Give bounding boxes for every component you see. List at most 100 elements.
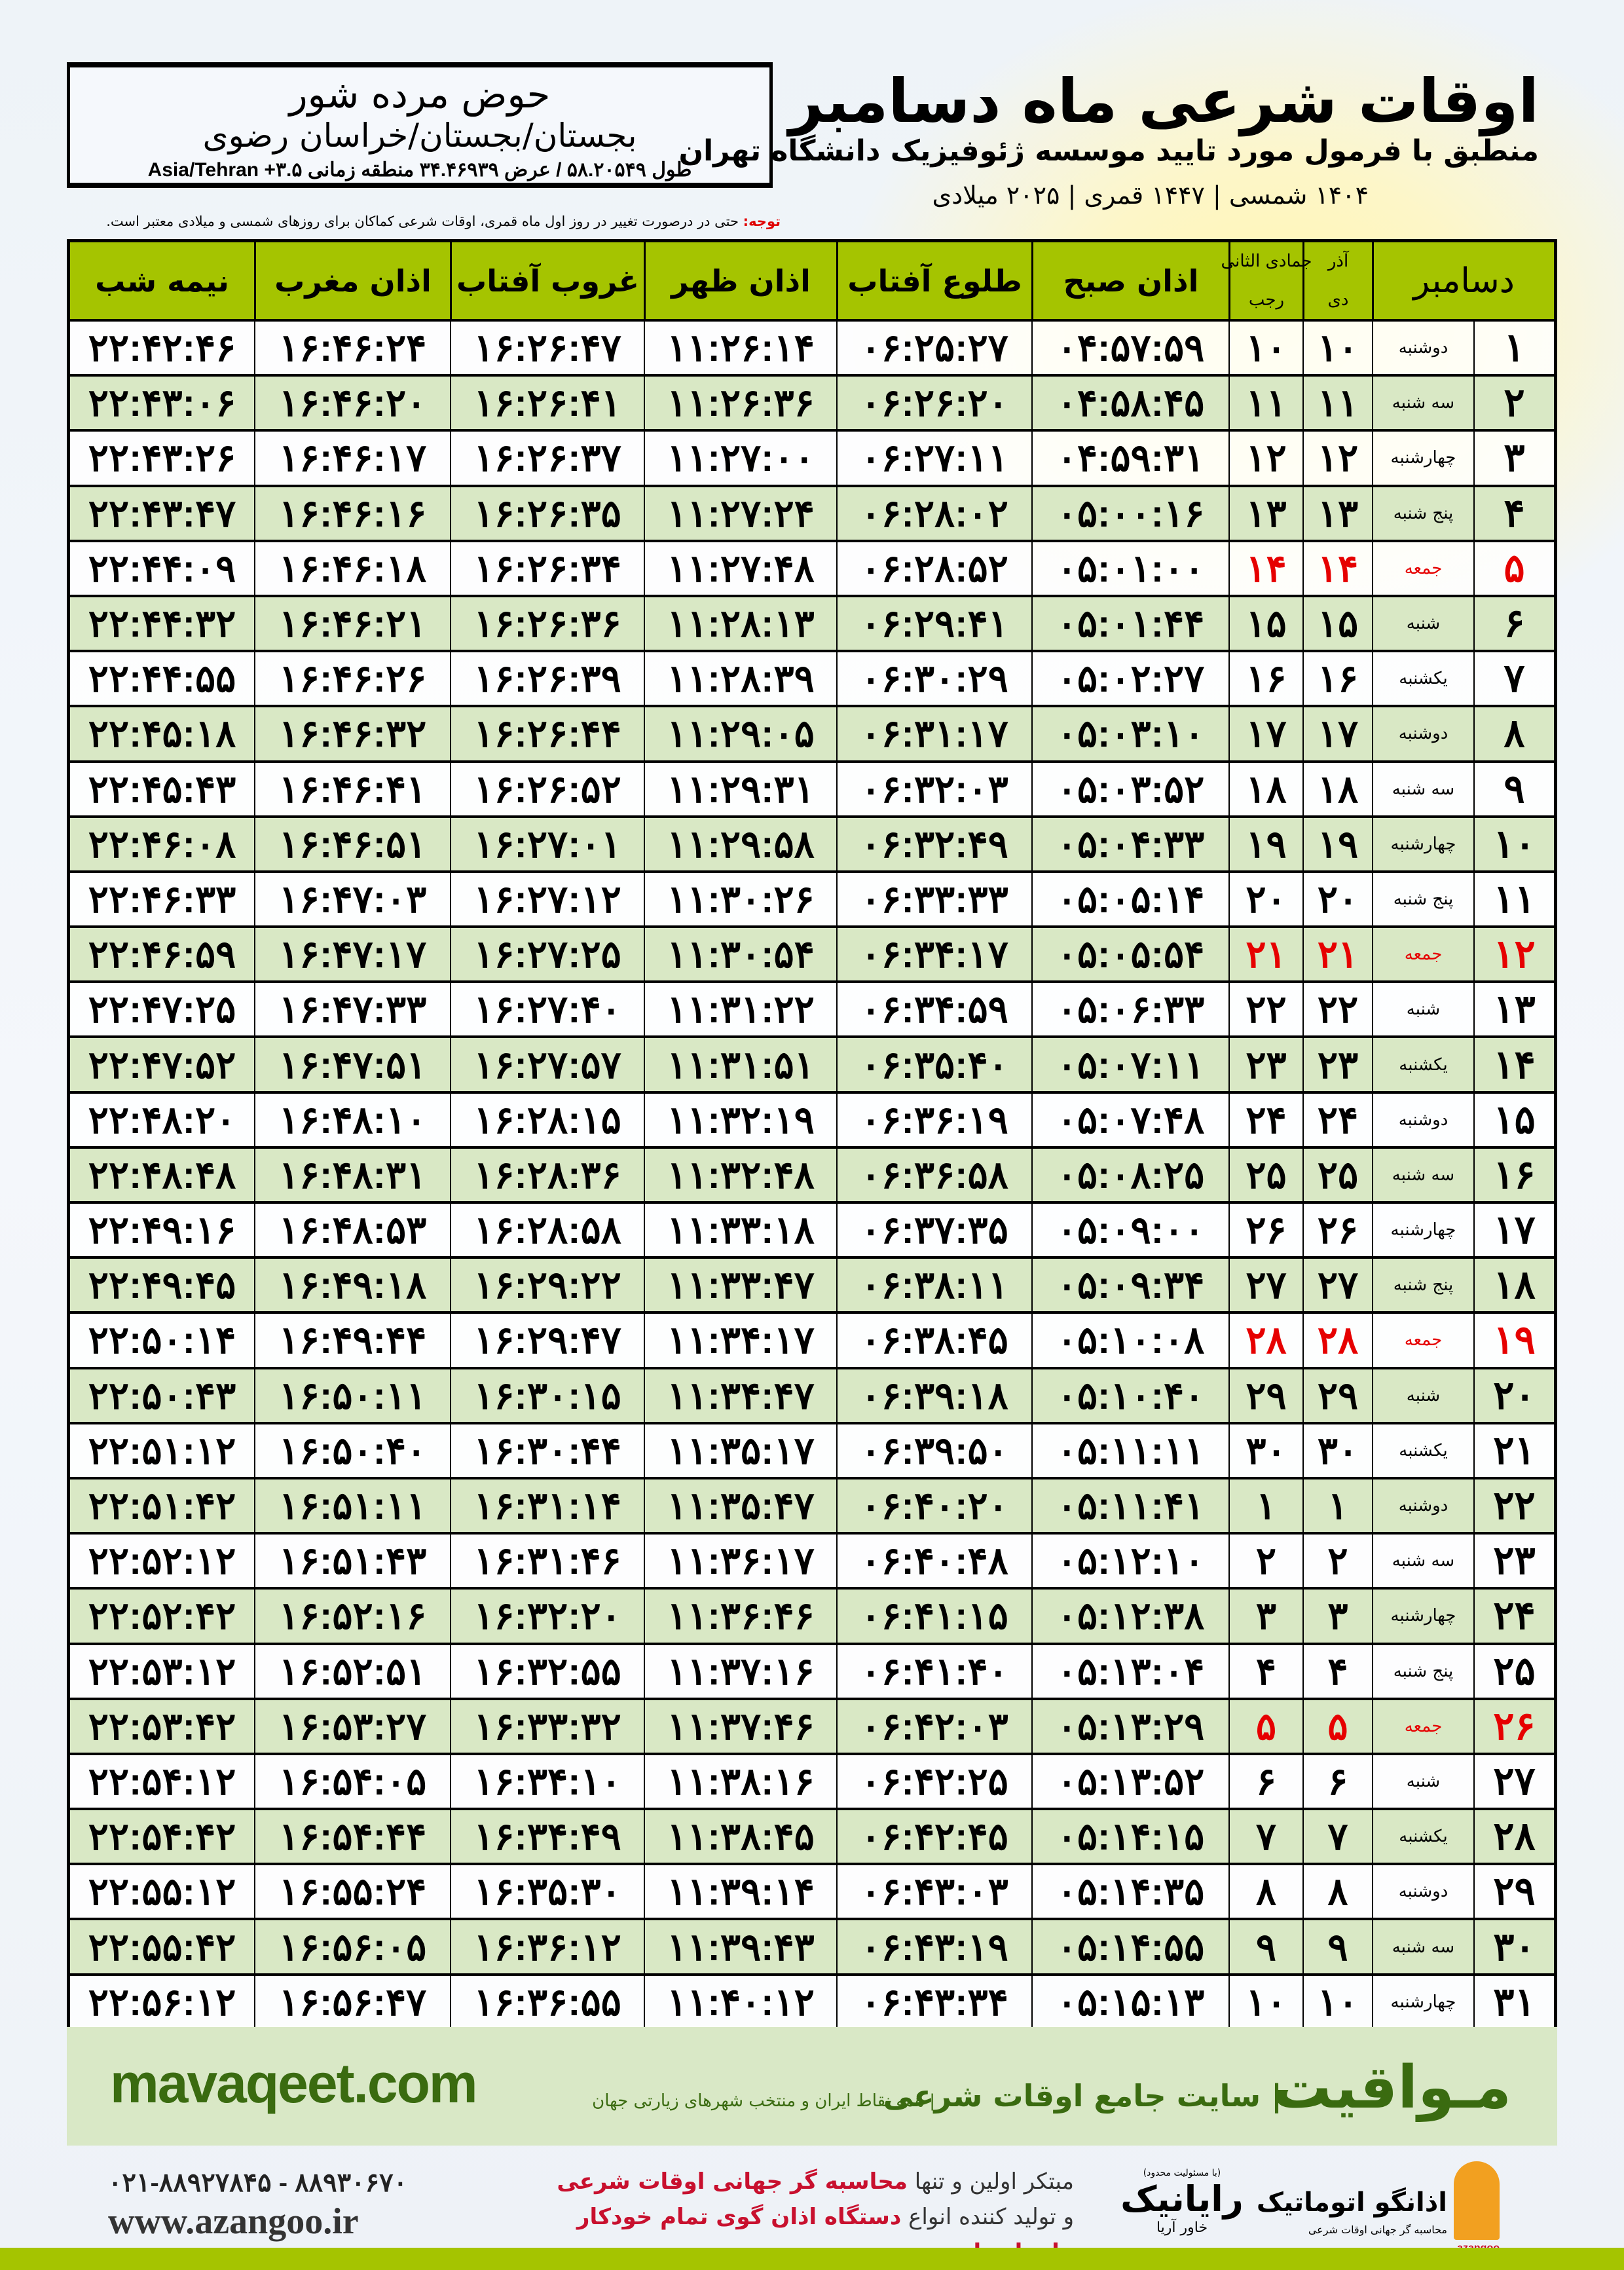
cell-tolu: ۰۶:۲۷:۱۱ [836, 432, 1031, 485]
cell-tolu: ۰۶:۲۸:۰۲ [836, 487, 1031, 540]
location-name: حوض مرده شور [289, 72, 551, 117]
cell-weekday: چهارشنبه [1372, 1204, 1473, 1257]
rayanik-note: (با مسئولیت محدود) [1143, 2168, 1221, 2178]
cell-weekday: دوشنبه [1372, 322, 1473, 375]
cell-tolu: ۰۶:۳۶:۵۸ [836, 1148, 1031, 1201]
cell-nimeshab: ۲۲:۴۴:۰۹ [88, 547, 236, 590]
cell-qamari: ۱۲ [1228, 432, 1302, 485]
cell-day: ۱ [1473, 322, 1554, 375]
cell-tolu: ۰۶:۴۲:۰۳ [836, 1700, 1031, 1753]
cell-ghorub: ۱۶:۳۲:۵۵ [450, 1645, 644, 1698]
cell-nimeshab: ۲۲:۵۱:۱۲ [88, 1429, 236, 1472]
cell-ghorub: ۱۶:۳۰:۴۴ [450, 1424, 644, 1477]
cell-day: ۳۰ [1473, 1920, 1554, 1973]
cell-shamsi: ۱۳ [1302, 487, 1372, 540]
cell-day: ۲۵ [1473, 1645, 1554, 1698]
cell-tolu: ۰۶:۲۹:۴۱ [836, 597, 1031, 650]
cell-day: ۵ [1473, 542, 1554, 595]
cell-maghrib: ۱۶:۵۶:۴۷ [254, 1975, 450, 2028]
cell-maghrib: ۱۶:۴۷:۳۳ [254, 983, 450, 1036]
table-row: ۱۴ یکشنبه ۲۳ ۲۳ ۰۵:۰۷:۱۱ ۰۶:۳۵:۴۰ ۱۱:۳۱:۵۱ ۱۶:۲… [70, 1035, 1554, 1091]
rayanik-name: رایانیک [1120, 2178, 1244, 2220]
cell-zohr: ۱۱:۳۶:۴۶ [644, 1590, 836, 1643]
cell-tolu: ۰۶:۴۲:۲۵ [836, 1755, 1031, 1808]
cell-sobh: ۰۵:۰۱:۴۴ [1031, 597, 1228, 650]
cell-ghorub: ۱۶:۳۴:۱۰ [450, 1755, 644, 1808]
cell-ghorub: ۱۶:۳۳:۳۲ [450, 1700, 644, 1753]
cell-day: ۲۲ [1473, 1479, 1554, 1533]
cell-sobh: ۰۵:۰۲:۲۷ [1031, 652, 1228, 705]
cell-zohr: ۱۱:۳۳:۱۸ [644, 1204, 836, 1257]
table-row: ۱۵ دوشنبه ۲۴ ۲۴ ۰۵:۰۷:۴۸ ۰۶:۳۶:۱۹ ۱۱:۳۲:۱۹ ۱۶:۲… [70, 1090, 1554, 1146]
cell-weekday: شنبه [1372, 1755, 1473, 1808]
cell-nimeshab: ۲۲:۵۰:۴۳ [88, 1374, 236, 1417]
cell-qamari: ۲۷ [1228, 1259, 1302, 1312]
cell-ghorub: ۱۶:۲۶:۴۱ [450, 377, 644, 430]
cell-maghrib: ۱۶:۵۲:۱۶ [254, 1590, 450, 1643]
cell-day: ۶ [1473, 597, 1554, 650]
col-maghrib: اذان مغرب [254, 242, 450, 319]
table-row: ۹ سه شنبه ۱۸ ۱۸ ۰۵:۰۳:۵۲ ۰۶:۳۲:۰۳ ۱۱:۲۹:۳۱ ۱۶:۲… [70, 760, 1554, 815]
cell-shamsi: ۲۱ [1302, 928, 1372, 981]
cell-day: ۷ [1473, 652, 1554, 705]
cell-zohr: ۱۱:۳۱:۲۲ [644, 983, 836, 1036]
cell-sobh: ۰۵:۱۴:۳۵ [1031, 1865, 1228, 1918]
azangoo-link[interactable]: www.azangoo.ir [108, 2201, 359, 2242]
cell-day: ۴ [1473, 487, 1554, 540]
cell-tolu: ۰۶:۳۷:۳۵ [836, 1204, 1031, 1257]
col-ghorub: غروب آفتاب [450, 242, 644, 319]
cell-sobh: ۰۵:۰۷:۴۸ [1031, 1093, 1228, 1146]
table-row: ۳۱ چهارشنبه ۱۰ ۱۰ ۰۵:۱۵:۱۳ ۰۶:۴۳:۳۴ ۱۱:۴۰:۱۲ ۱۶… [70, 1973, 1554, 2028]
cell-maghrib: ۱۶:۵۰:۴۰ [254, 1424, 450, 1477]
azangoo-sub: محاسبه گر جهانی اوقات شرعی [1308, 2223, 1447, 2236]
cell-ghorub: ۱۶:۲۷:۴۰ [450, 983, 644, 1036]
cell-maghrib: ۱۶:۵۴:۰۵ [254, 1755, 450, 1808]
cell-ghorub: ۱۶:۳۱:۱۴ [450, 1479, 644, 1533]
table-row: ۲۶ جمعه ۵ ۵ ۰۵:۱۳:۲۹ ۰۶:۴۲:۰۳ ۱۱:۳۷:۴۶ ۱۶:۳۳:۳۲… [70, 1697, 1554, 1753]
cell-zohr: ۱۱:۲۹:۳۱ [644, 762, 836, 815]
cell-day: ۱۷ [1473, 1204, 1554, 1257]
cell-maghrib: ۱۶:۵۶:۰۵ [254, 1920, 450, 1973]
cell-nimeshab: ۲۲:۴۶:۰۸ [88, 823, 236, 866]
cell-tolu: ۰۶:۴۳:۱۹ [836, 1920, 1031, 1973]
cell-maghrib: ۱۶:۵۱:۴۳ [254, 1535, 450, 1588]
cell-sobh: ۰۵:۰۰:۱۶ [1031, 487, 1228, 540]
location-region: بجستان/بجستان/خراسان رضوی [202, 117, 637, 155]
cell-day: ۲۳ [1473, 1535, 1554, 1588]
cell-nimeshab: ۲۲:۵۵:۱۲ [88, 1870, 236, 1914]
cell-shamsi: ۲۰ [1302, 872, 1372, 926]
cell-sobh: ۰۴:۵۹:۳۱ [1031, 432, 1228, 485]
table-row: ۳۰ سه شنبه ۹ ۹ ۰۵:۱۴:۵۵ ۰۶:۴۳:۱۹ ۱۱:۳۹:۴۳ ۱۶:۳۶… [70, 1918, 1554, 1973]
cell-maghrib: ۱۶:۴۹:۴۴ [254, 1314, 450, 1367]
cell-nimeshab: ۲۲:۵۲:۴۲ [88, 1595, 236, 1638]
cell-sobh: ۰۵:۰۱:۰۰ [1031, 542, 1228, 595]
cell-qamari: ۲۶ [1228, 1204, 1302, 1257]
cell-zohr: ۱۱:۲۷:۴۸ [644, 542, 836, 595]
cell-qamari: ۱۰ [1228, 322, 1302, 375]
site-link[interactable]: mavaqeet.com [110, 2053, 478, 2114]
cell-shamsi: ۲۹ [1302, 1369, 1372, 1422]
cell-weekday: پنج شنبه [1372, 487, 1473, 540]
cell-nimeshab: ۲۲:۵۲:۱۲ [88, 1540, 236, 1583]
cell-maghrib: ۱۶:۴۶:۱۸ [254, 542, 450, 595]
cell-ghorub: ۱۶:۳۱:۴۶ [450, 1535, 644, 1588]
cell-day: ۱۶ [1473, 1148, 1554, 1201]
cell-tolu: ۰۶:۴۲:۴۵ [836, 1810, 1031, 1863]
cell-ghorub: ۱۶:۲۸:۱۵ [450, 1093, 644, 1146]
cell-weekday: جمعه [1372, 928, 1473, 981]
table-row: ۴ پنج شنبه ۱۳ ۱۳ ۰۵:۰۰:۱۶ ۰۶:۲۸:۰۲ ۱۱:۲۷:۲۴ ۱۶:… [70, 484, 1554, 540]
cell-sobh: ۰۵:۰۸:۲۵ [1031, 1148, 1228, 1201]
cell-shamsi: ۹ [1302, 1920, 1372, 1973]
cell-qamari: ۲۲ [1228, 983, 1302, 1036]
cell-sobh: ۰۵:۰۴:۳۳ [1031, 817, 1228, 870]
cell-sobh: ۰۵:۰۵:۵۴ [1031, 928, 1228, 981]
cell-qamari: ۲۹ [1228, 1369, 1302, 1422]
cell-shamsi: ۱۷ [1302, 707, 1372, 760]
cell-nimeshab: ۲۲:۴۸:۲۰ [88, 1098, 236, 1142]
cell-nimeshab: ۲۲:۵۱:۴۲ [88, 1485, 236, 1528]
cell-shamsi: ۲۵ [1302, 1148, 1372, 1201]
cell-day: ۲۰ [1473, 1369, 1554, 1422]
cell-maghrib: ۱۶:۴۶:۳۲ [254, 707, 450, 760]
cell-nimeshab: ۲۲:۴۶:۵۹ [88, 933, 236, 977]
cell-nimeshab: ۲۲:۴۳:۲۶ [88, 437, 236, 480]
